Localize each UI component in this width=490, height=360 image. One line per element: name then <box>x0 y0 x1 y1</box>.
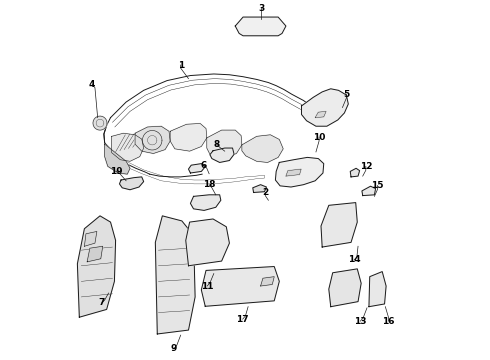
Text: 5: 5 <box>343 90 349 99</box>
Polygon shape <box>186 219 229 266</box>
Text: 19: 19 <box>110 167 122 176</box>
Polygon shape <box>350 168 360 177</box>
Polygon shape <box>77 216 116 317</box>
Polygon shape <box>87 246 103 262</box>
Polygon shape <box>170 123 207 151</box>
Polygon shape <box>189 164 205 173</box>
Polygon shape <box>275 157 324 187</box>
Text: 7: 7 <box>99 298 105 307</box>
Polygon shape <box>105 144 130 174</box>
Polygon shape <box>93 116 107 130</box>
Polygon shape <box>321 203 357 247</box>
Text: 13: 13 <box>354 316 367 325</box>
Polygon shape <box>315 111 326 118</box>
Polygon shape <box>191 195 221 210</box>
Text: 10: 10 <box>313 132 325 141</box>
Text: 4: 4 <box>89 80 96 89</box>
Polygon shape <box>108 151 265 184</box>
Text: 11: 11 <box>201 282 214 291</box>
Polygon shape <box>207 130 242 158</box>
Text: 9: 9 <box>171 344 177 353</box>
Polygon shape <box>120 177 144 190</box>
Polygon shape <box>84 231 97 246</box>
Text: 15: 15 <box>371 181 384 190</box>
Polygon shape <box>261 277 274 286</box>
Polygon shape <box>135 126 170 153</box>
Polygon shape <box>235 17 286 36</box>
Polygon shape <box>329 269 361 307</box>
Text: 2: 2 <box>262 188 269 197</box>
Text: 18: 18 <box>203 180 216 189</box>
Text: 6: 6 <box>201 161 207 170</box>
Polygon shape <box>253 185 267 193</box>
Text: 1: 1 <box>177 60 184 69</box>
Text: 3: 3 <box>258 4 265 13</box>
Polygon shape <box>362 186 375 195</box>
Polygon shape <box>286 169 301 176</box>
Text: 12: 12 <box>360 162 372 171</box>
Polygon shape <box>210 148 234 162</box>
Text: 16: 16 <box>382 316 394 325</box>
Text: 8: 8 <box>214 140 220 149</box>
Polygon shape <box>201 266 279 306</box>
Polygon shape <box>301 89 348 126</box>
Polygon shape <box>155 216 195 334</box>
Polygon shape <box>369 271 386 307</box>
Text: 14: 14 <box>348 255 361 264</box>
Text: 17: 17 <box>236 315 249 324</box>
Polygon shape <box>242 135 283 162</box>
Polygon shape <box>112 133 144 161</box>
